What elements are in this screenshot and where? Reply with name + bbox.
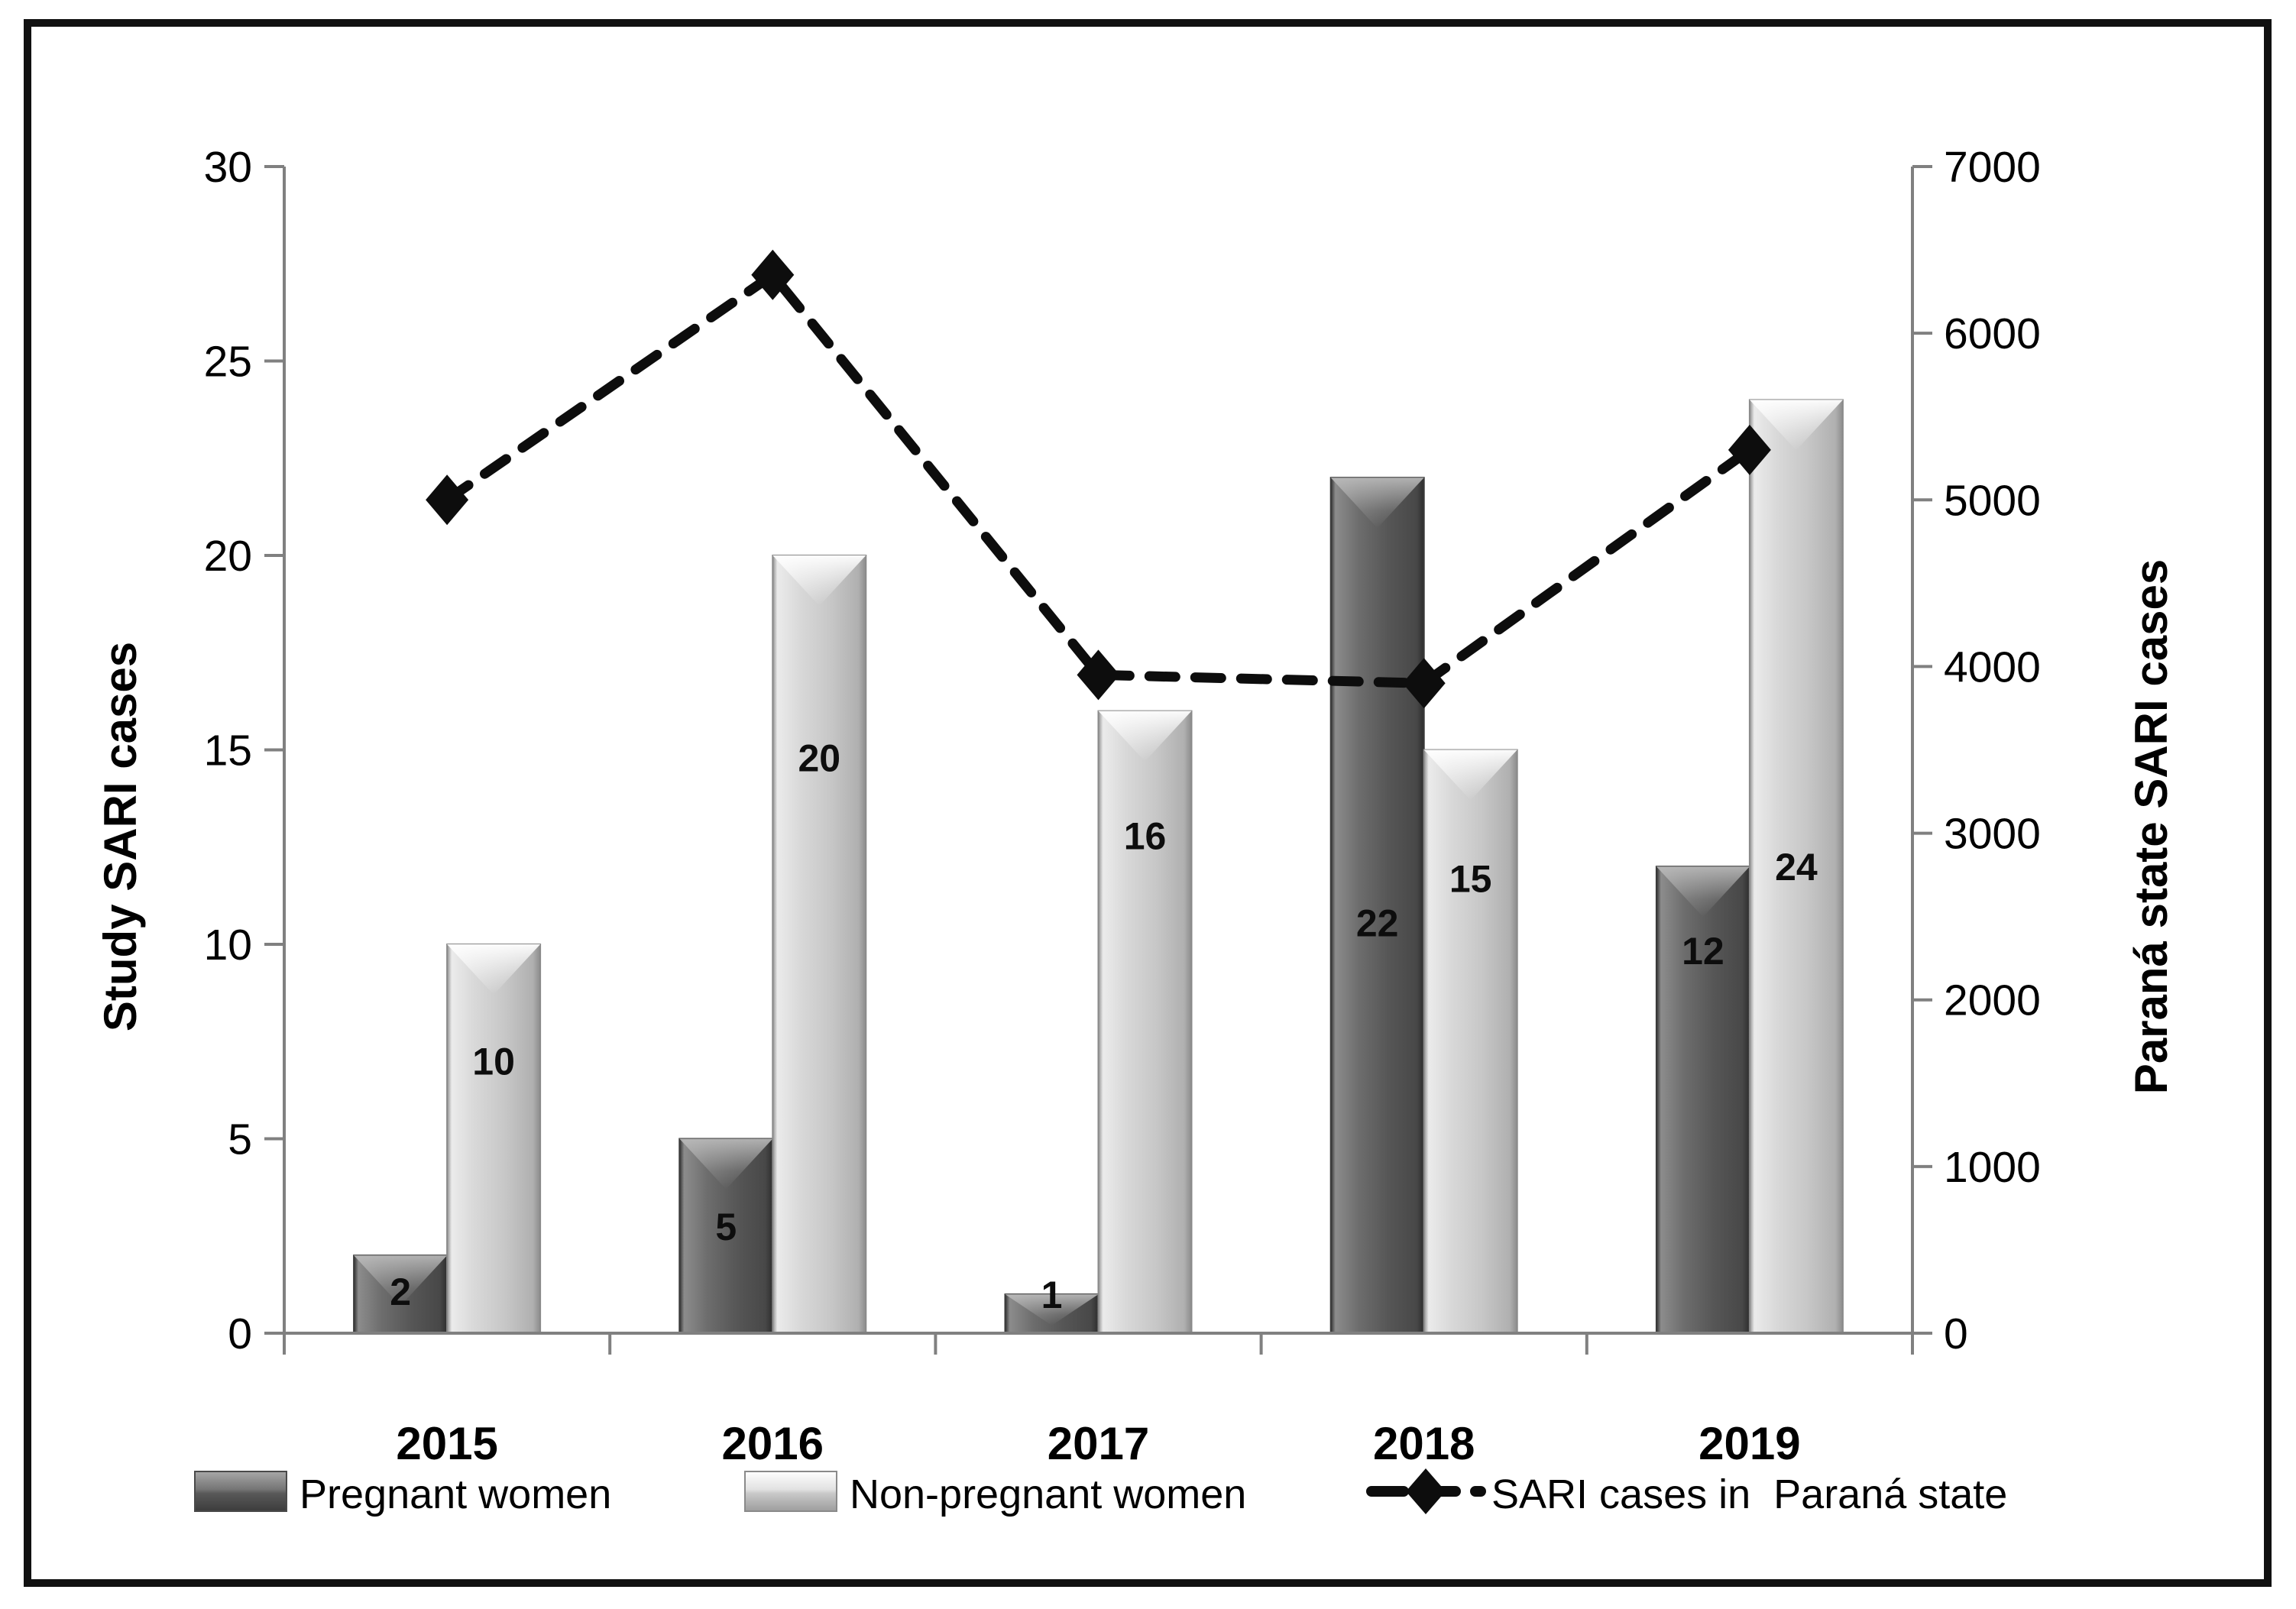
- bar-non-pregnant-2017-bevel: [1098, 711, 1192, 762]
- bar-label-non-pregnant-2015: 10: [472, 1041, 515, 1083]
- bar-pregnant-2015-bevel: [354, 1255, 448, 1306]
- right-axis-tick-label: 4000: [1944, 643, 2041, 691]
- legend-diamond-icon: [1406, 1468, 1446, 1514]
- right-axis-tick-label: 2000: [1944, 976, 2041, 1025]
- bar-label-non-pregnant-2018: 15: [1449, 857, 1492, 900]
- left-axis-tick-label: 25: [204, 338, 252, 387]
- bar-label-pregnant-2017: 1: [1041, 1274, 1063, 1316]
- sari-line-marker-2015: [426, 474, 469, 526]
- bar-label-non-pregnant-2016: 20: [798, 737, 840, 780]
- left-axis-tick-label: 0: [228, 1310, 252, 1358]
- right-axis-tick-label: 3000: [1944, 810, 2041, 859]
- sari-line-marker-2017: [1077, 649, 1120, 701]
- bar-non-pregnant-2018: [1423, 749, 1518, 1334]
- x-axis-label-2017: 2017: [1048, 1418, 1149, 1469]
- x-axis-label-2015: 2015: [396, 1418, 497, 1469]
- bar-non-pregnant-2016-bevel: [772, 555, 866, 606]
- x-axis-label-2018: 2018: [1373, 1418, 1475, 1469]
- x-axis-label-2019: 2019: [1699, 1418, 1800, 1469]
- bar-non-pregnant-2018-bevel: [1423, 749, 1517, 801]
- bar-non-pregnant-2019-bevel: [1749, 400, 1843, 451]
- axes-group: 0510152025300100020003000400050006000700…: [204, 143, 2041, 1469]
- left-axis-tick-label: 15: [204, 727, 252, 775]
- bars-group: [353, 399, 1844, 1335]
- right-axis-tick-label: 7000: [1944, 143, 2041, 192]
- left-axis-tick-label: 5: [228, 1115, 252, 1164]
- labels-group: 2 10 5 20 1 16 22 15 12 24: [390, 737, 1818, 1316]
- bar-pregnant-2017-bevel: [1005, 1294, 1099, 1326]
- sari-line-marker-2019: [1728, 424, 1771, 475]
- right-axis-tick-label: 5000: [1944, 476, 2041, 525]
- left-axis-title: Study SARI cases: [95, 642, 146, 1031]
- left-axis-tick-label: 10: [204, 921, 252, 970]
- bar-pregnant-2018: [1329, 477, 1425, 1335]
- sari-line-marker-2016: [751, 249, 795, 300]
- legend-label-sari-line: SARI cases in Paraná state: [1491, 1471, 2007, 1517]
- line-series-group: [426, 249, 1771, 709]
- bar-pregnant-2018-bevel: [1330, 478, 1424, 529]
- left-axis-tick-label: 20: [204, 532, 252, 581]
- legend-swatch-non-pregnant-women: [744, 1471, 837, 1512]
- sari-cases-line: [442, 270, 1755, 688]
- legend: Pregnant women Non-pregnant women SARI c…: [194, 1468, 2007, 1517]
- right-axis-tick-label: 6000: [1944, 309, 2041, 358]
- bar-label-pregnant-2019: 12: [1682, 930, 1724, 973]
- bar-label-non-pregnant-2019: 24: [1775, 846, 1818, 889]
- right-axis-tick-label: 1000: [1944, 1143, 2041, 1192]
- bar-non-pregnant-2015-bevel: [447, 944, 541, 995]
- bar-pregnant-2019-bevel: [1656, 866, 1750, 918]
- legend-label-pregnant-women: Pregnant women: [300, 1471, 611, 1517]
- bar-pregnant-2016-bevel: [679, 1138, 773, 1190]
- legend-label-non-pregnant-women: Non-pregnant women: [850, 1471, 1246, 1517]
- bar-non-pregnant-2017: [1097, 710, 1193, 1334]
- right-axis-title: Paraná state SARI cases: [2126, 559, 2177, 1094]
- x-axis-label-2016: 2016: [722, 1418, 824, 1469]
- legend-swatch-pregnant-women: [194, 1471, 287, 1512]
- sari-line-marker-2018: [1402, 658, 1446, 709]
- right-axis-tick-label: 0: [1944, 1310, 1968, 1358]
- left-axis-tick-label: 30: [204, 143, 252, 192]
- bar-non-pregnant-2016: [772, 555, 867, 1334]
- bar-label-pregnant-2016: 5: [715, 1206, 737, 1248]
- bar-non-pregnant-2015: [446, 944, 542, 1334]
- bar-label-pregnant-2018: 22: [1356, 902, 1399, 944]
- bar-label-pregnant-2015: 2: [390, 1271, 411, 1313]
- bar-label-non-pregnant-2017: 16: [1124, 814, 1167, 857]
